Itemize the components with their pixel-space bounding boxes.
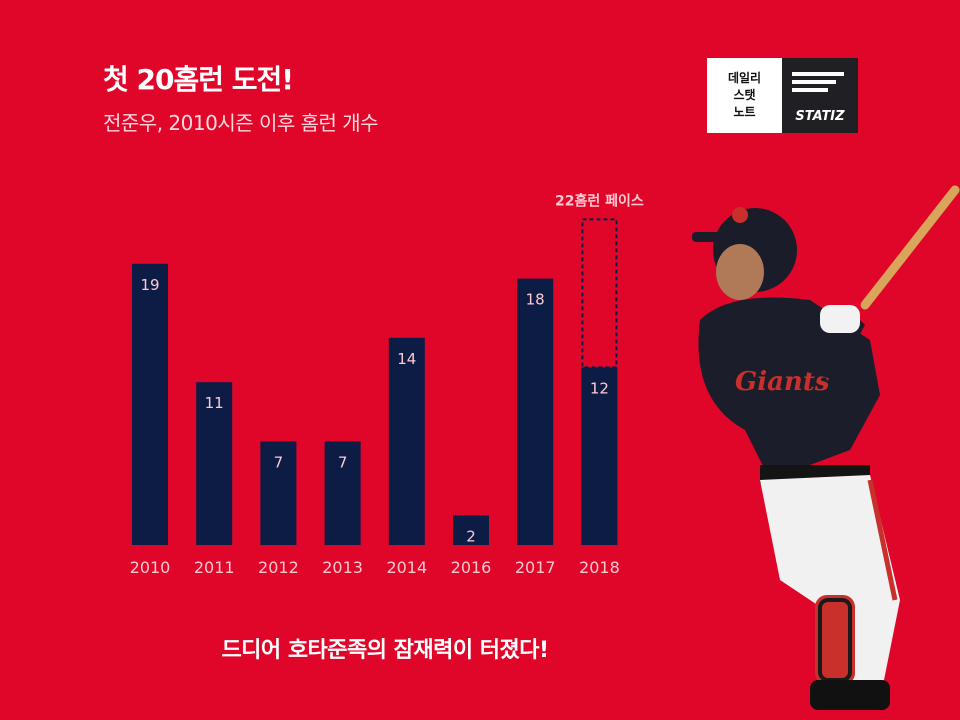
baseball-player-image: Giants [692,185,960,710]
logo-text-block: 데일리 스탯 노트 [707,58,782,133]
chart-subtitle: 전준우, 2010시즌 이후 홈런 개수 [103,111,379,135]
statiz-logo: 데일리 스탯 노트 STATIZ [707,58,858,133]
projection-label: 22홈런 페이스 [555,192,644,209]
bar-2017 [517,278,554,545]
x-tick-label: 2014 [386,558,427,577]
bar-2010 [132,263,168,545]
logo-line-1: 데일리 [727,71,762,85]
chart-caption: 드디어 호타준족의 잠재력이 터졌다! [221,638,549,663]
x-tick-label: 2017 [515,558,556,577]
x-tick-label: 2011 [194,558,235,577]
bar-value-label: 14 [397,350,416,368]
projection-outline [581,218,618,369]
logo-brand-block: STATIZ [782,58,858,133]
x-tick-label: 2010 [130,558,171,577]
logo-brand-name: STATIZ [795,109,845,124]
x-tick-label: 2013 [322,558,363,577]
bar-value-label: 7 [338,453,348,471]
bar-2012 [260,441,297,545]
bar-value-label: 2 [466,527,476,545]
bar-value-label: 19 [140,276,159,294]
bar-value-label: 11 [205,394,224,412]
bar-2016 [453,515,489,545]
bar-value-label: 12 [590,379,609,397]
bar-2018 [581,367,618,545]
x-tick-label: 2012 [258,558,299,577]
bar-2014 [388,337,425,545]
logo-stripes-icon [792,72,844,96]
logo-line-2: 스탯 [733,88,756,102]
x-tick-label: 2016 [451,558,492,577]
bar-2013 [324,441,361,545]
x-tick-label: 2018 [579,558,620,577]
bar-2011 [196,382,233,545]
bar-value-label: 18 [526,291,545,309]
bar-value-label: 7 [274,453,284,471]
chart-title: 첫 20홈런 도전! [103,63,294,96]
logo-line-3: 노트 [733,105,756,119]
